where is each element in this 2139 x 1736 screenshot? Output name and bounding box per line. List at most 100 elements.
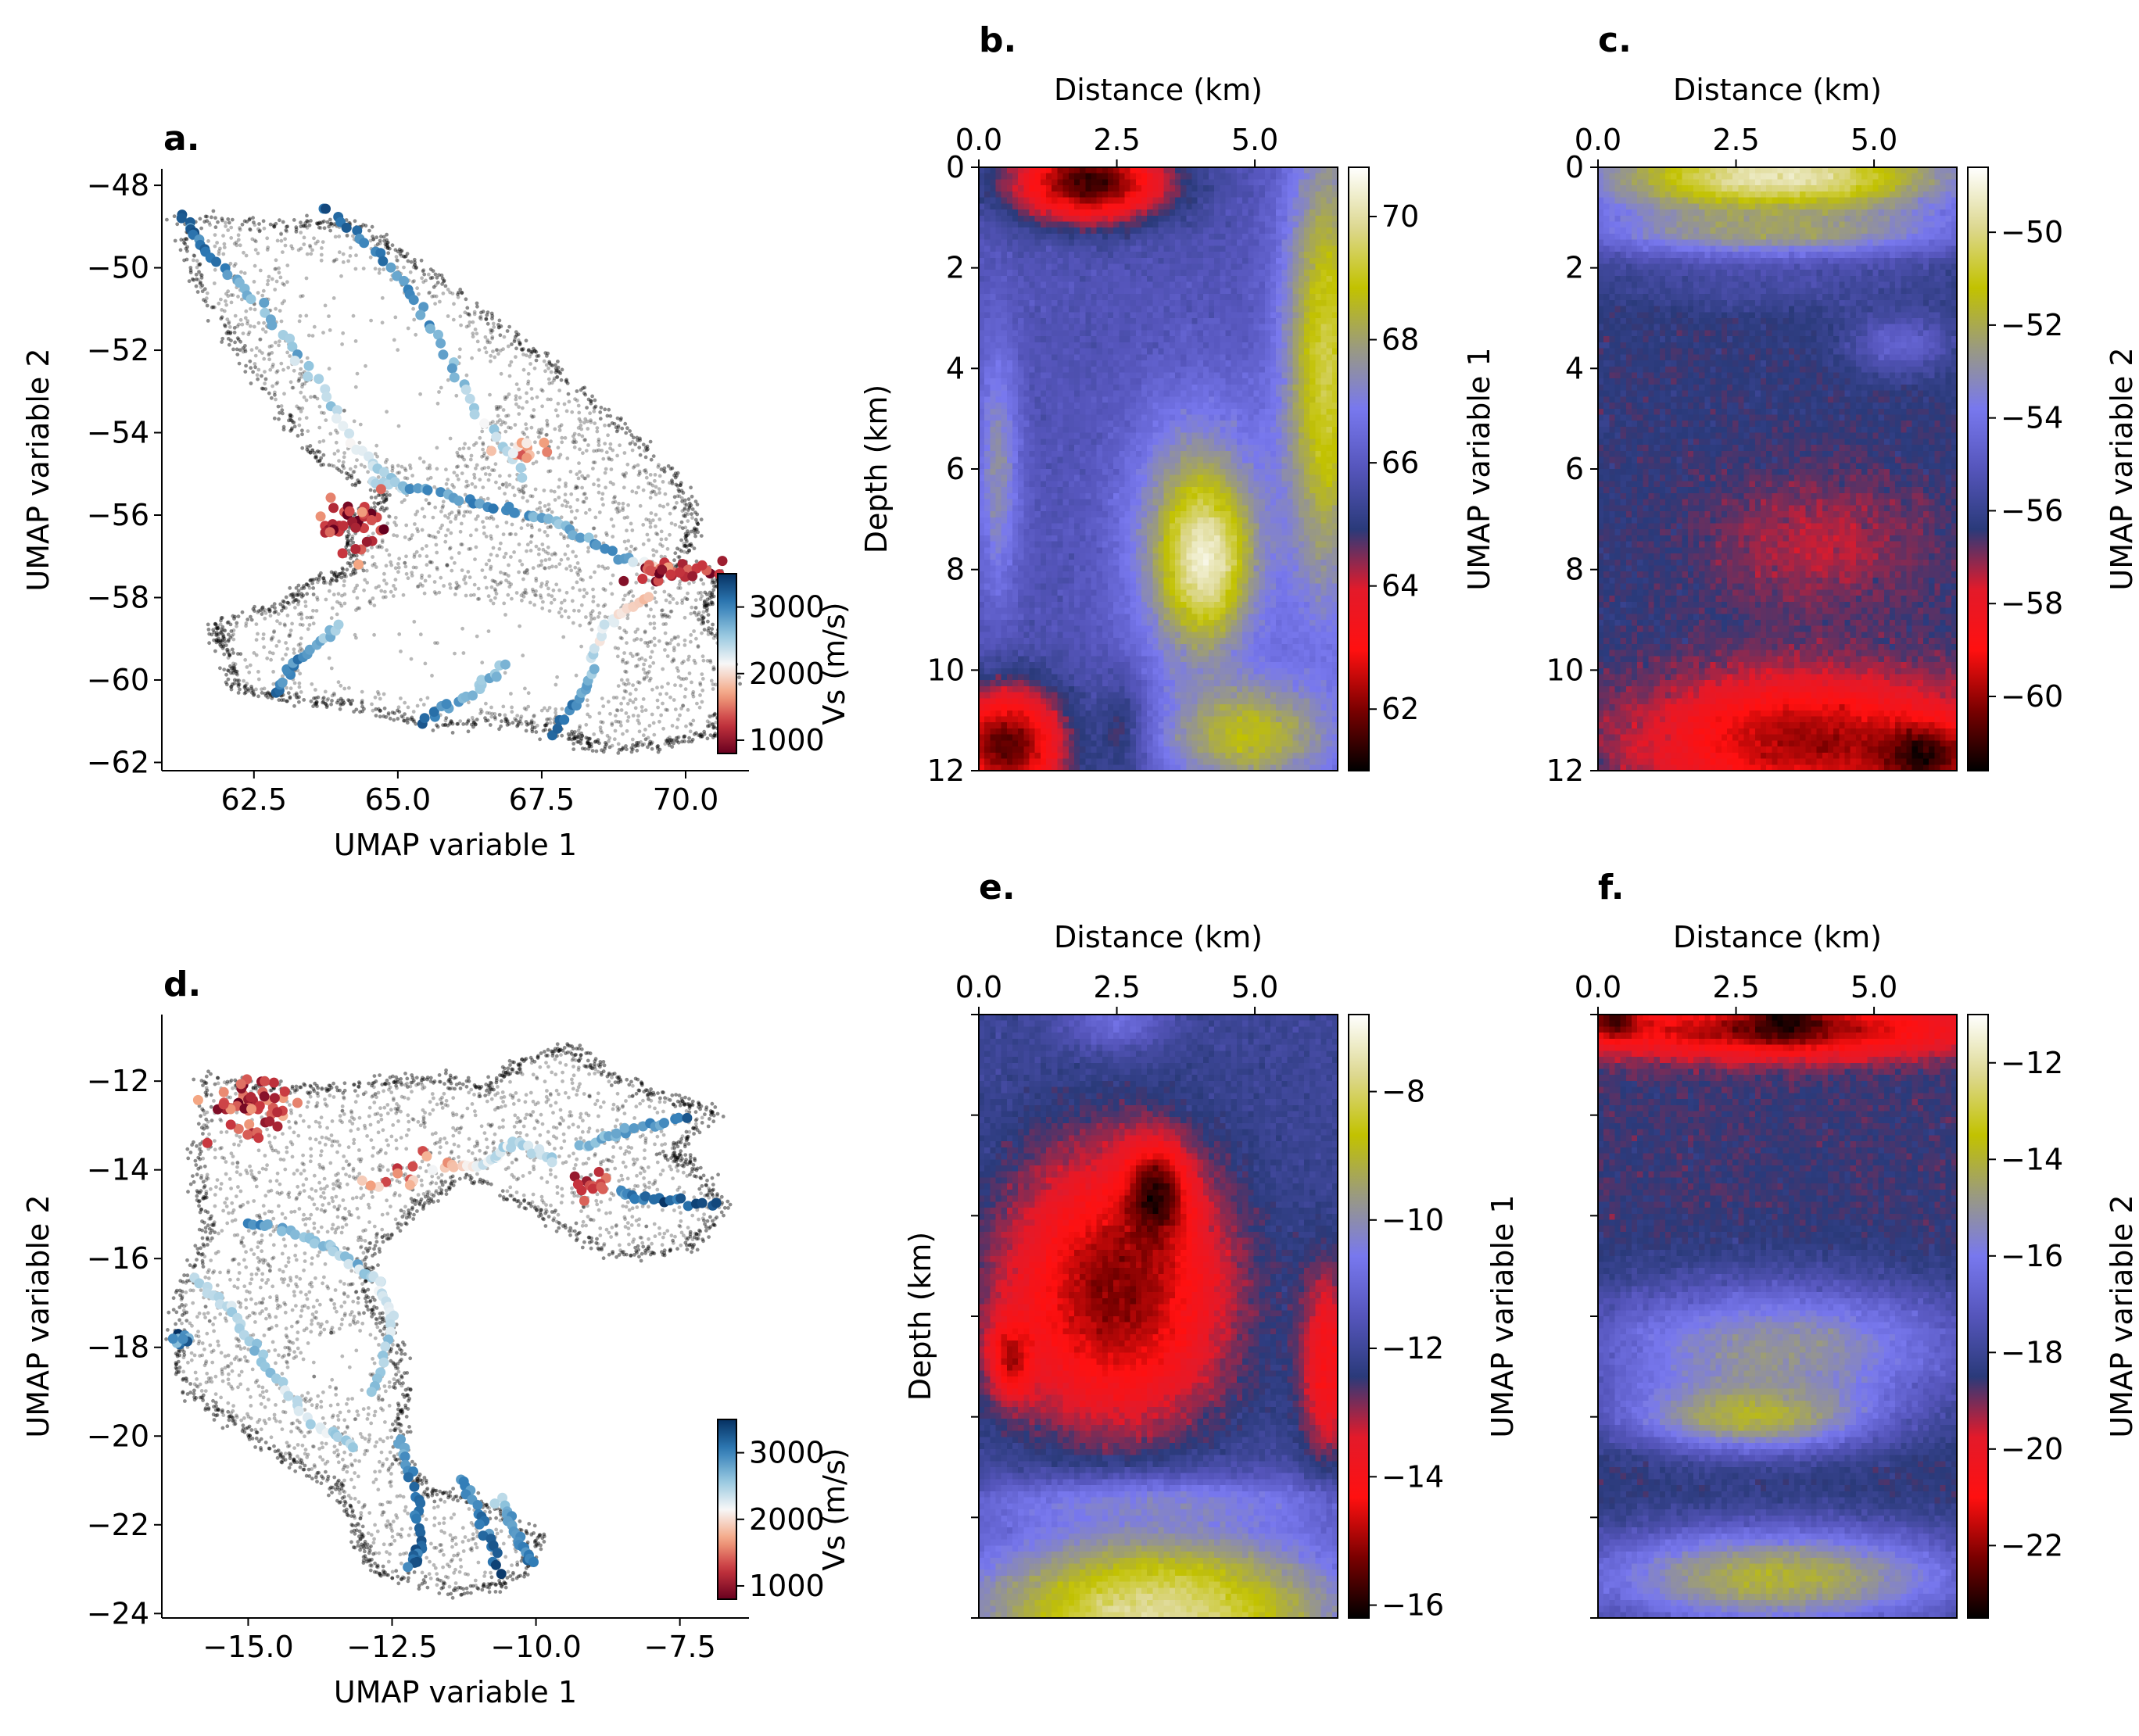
- background-point: [618, 1243, 622, 1247]
- background-point: [189, 1358, 194, 1362]
- background-point: [327, 224, 331, 229]
- background-point: [355, 596, 360, 600]
- background-point: [395, 1516, 399, 1520]
- vs-point: [353, 559, 364, 570]
- background-point: [556, 402, 561, 406]
- background-point: [576, 1068, 581, 1072]
- background-point: [256, 632, 260, 636]
- background-point: [382, 238, 386, 243]
- background-point: [195, 259, 199, 263]
- background-point: [513, 423, 518, 427]
- background-point: [245, 1412, 249, 1416]
- background-point: [420, 1183, 424, 1187]
- background-point: [317, 425, 322, 430]
- background-point: [451, 317, 456, 322]
- background-point: [638, 453, 643, 457]
- background-point: [204, 1359, 209, 1364]
- background-point: [685, 550, 690, 555]
- background-point: [560, 435, 564, 440]
- background-point: [585, 406, 589, 410]
- background-point: [357, 1459, 361, 1463]
- background-point: [229, 687, 234, 692]
- background-point: [673, 707, 678, 711]
- background-point: [608, 480, 613, 485]
- background-point: [273, 606, 277, 610]
- background-point: [652, 614, 656, 619]
- background-point: [665, 739, 669, 743]
- background-point: [616, 742, 621, 746]
- background-point: [526, 349, 531, 353]
- vs-point: [539, 437, 550, 448]
- background-point: [631, 1083, 635, 1088]
- background-point: [399, 500, 404, 504]
- background-point: [403, 700, 407, 705]
- background-point: [453, 560, 457, 565]
- background-point: [431, 728, 435, 732]
- background-point: [327, 589, 331, 593]
- background-point: [329, 570, 334, 574]
- background-point: [301, 1357, 306, 1362]
- background-point: [627, 1208, 632, 1212]
- background-point: [428, 534, 432, 538]
- background-point: [515, 714, 520, 718]
- background-point: [573, 397, 577, 401]
- background-point: [385, 1500, 390, 1505]
- background-point: [290, 621, 294, 626]
- background-point: [571, 434, 575, 438]
- background-point: [481, 310, 485, 314]
- background-point: [534, 358, 539, 363]
- background-point: [283, 1451, 288, 1456]
- background-point: [238, 652, 243, 657]
- background-point: [397, 1194, 402, 1197]
- background-point: [628, 692, 632, 696]
- background-point: [478, 317, 483, 321]
- background-point: [331, 592, 336, 597]
- background-point: [335, 1402, 340, 1407]
- background-point: [485, 496, 490, 501]
- vs-point: [645, 565, 656, 576]
- background-point: [528, 1090, 533, 1095]
- background-point: [448, 585, 453, 590]
- background-point: [622, 597, 625, 602]
- background-point: [339, 470, 344, 474]
- background-point: [681, 491, 686, 495]
- background-point: [314, 242, 318, 245]
- background-point: [661, 726, 665, 731]
- background-point: [683, 537, 688, 541]
- background-point: [223, 323, 227, 328]
- background-point: [567, 399, 571, 404]
- background-point: [338, 1491, 342, 1495]
- background-point: [378, 709, 382, 713]
- background-point: [661, 1109, 665, 1114]
- background-point: [383, 1420, 387, 1424]
- background-point: [253, 365, 257, 370]
- background-point: [230, 217, 235, 222]
- background-point: [570, 1081, 575, 1086]
- vs-point: [479, 418, 489, 429]
- background-point: [199, 280, 202, 285]
- background-point: [665, 692, 668, 696]
- background-point: [471, 718, 475, 723]
- y-tick-label: −52: [87, 333, 149, 367]
- background-point: [439, 1172, 444, 1177]
- background-point: [543, 728, 547, 732]
- background-point: [331, 296, 336, 300]
- background-point: [645, 444, 650, 449]
- background-point: [422, 272, 427, 277]
- background-point: [509, 555, 513, 559]
- background-point: [382, 1384, 387, 1388]
- background-point: [450, 483, 454, 487]
- background-point: [582, 421, 586, 425]
- background-point: [455, 474, 459, 478]
- background-point: [604, 741, 607, 745]
- background-point: [229, 1187, 233, 1190]
- background-point: [538, 506, 542, 510]
- background-point: [518, 396, 522, 400]
- background-point: [479, 1124, 484, 1129]
- background-point: [710, 592, 714, 596]
- background-point: [361, 1407, 366, 1412]
- background-point: [292, 1350, 296, 1354]
- background-point: [554, 1072, 558, 1076]
- background-point: [477, 348, 482, 353]
- background-point: [487, 558, 492, 563]
